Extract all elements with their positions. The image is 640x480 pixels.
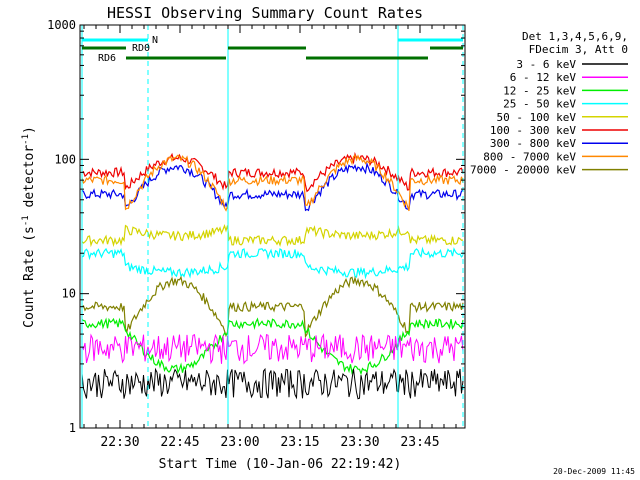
legend-label: 3 - 6 keV: [516, 58, 576, 71]
y-tick-label: 1000: [47, 18, 76, 32]
x-tick-label: 23:30: [340, 435, 379, 450]
y-tick-label: 100: [54, 152, 76, 166]
series-line: [81, 367, 464, 400]
legend: Det 1,3,4,5,6,9, FDecim 3, Att 0 3 - 6 k…: [470, 30, 628, 177]
x-tick-label: 23:45: [400, 435, 439, 450]
series-layer: [81, 25, 464, 428]
x-tick-label: 22:30: [100, 435, 139, 450]
series-line: [81, 151, 464, 193]
footer-timestamp: 20-Dec-2009 11:45: [553, 467, 635, 476]
axis-layer: 1 10 100 1000 22:30 22:45 23:00 23:15 23:30 23:45: [47, 18, 465, 450]
legend-header-line-2: FDecim 3, Att 0: [529, 43, 628, 56]
series-line: [81, 333, 464, 365]
flag-label-rd0: RD0: [132, 43, 150, 54]
legend-label: 300 - 800 keV: [490, 137, 576, 150]
legend-label: 7000 - 20000 keV: [470, 164, 576, 177]
legend-label: 800 - 7000 keV: [483, 150, 576, 163]
x-axis-label: Start Time (10-Jan-06 22:19:42): [159, 457, 402, 472]
flag-label-n: N: [152, 35, 158, 46]
series-line: [81, 161, 464, 212]
x-tick-label: 23:15: [280, 435, 319, 450]
legend-label: 6 - 12 keV: [510, 71, 577, 84]
legend-label: 100 - 300 keV: [490, 124, 576, 137]
series-line: [81, 246, 464, 280]
legend-label: 25 - 50 keV: [503, 98, 576, 111]
series-line: [81, 275, 464, 339]
x-tick-label: 22:45: [160, 435, 199, 450]
x-tick-label: 23:00: [220, 435, 259, 450]
legend-header-line-1: Det 1,3,4,5,6,9,: [522, 30, 628, 43]
series-line: [81, 154, 464, 212]
series-line: [81, 223, 464, 248]
y-tick-label: 10: [62, 287, 76, 301]
y-axis-label: Count Rate (s-1 detector-1): [21, 126, 37, 328]
legend-label: 50 - 100 keV: [497, 111, 577, 124]
plot-frame: [79, 24, 466, 429]
legend-label: 12 - 25 keV: [503, 84, 576, 97]
flag-label-rd6: RD6: [98, 53, 116, 64]
y-tick-label: 1: [69, 421, 76, 435]
chart-title: HESSI Observing Summary Count Rates: [107, 4, 423, 22]
